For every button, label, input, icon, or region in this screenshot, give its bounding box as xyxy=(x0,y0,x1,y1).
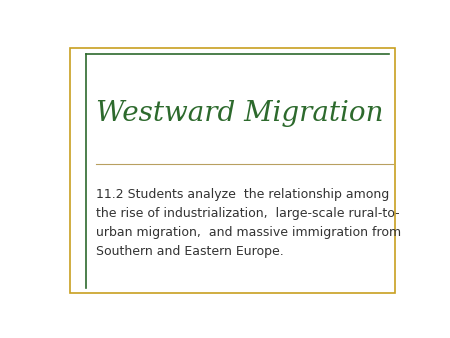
Text: Westward Migration: Westward Migration xyxy=(96,100,384,127)
Text: 11.2 Students analyze  the relationship among
the rise of industrialization,  la: 11.2 Students analyze the relationship a… xyxy=(96,188,401,258)
